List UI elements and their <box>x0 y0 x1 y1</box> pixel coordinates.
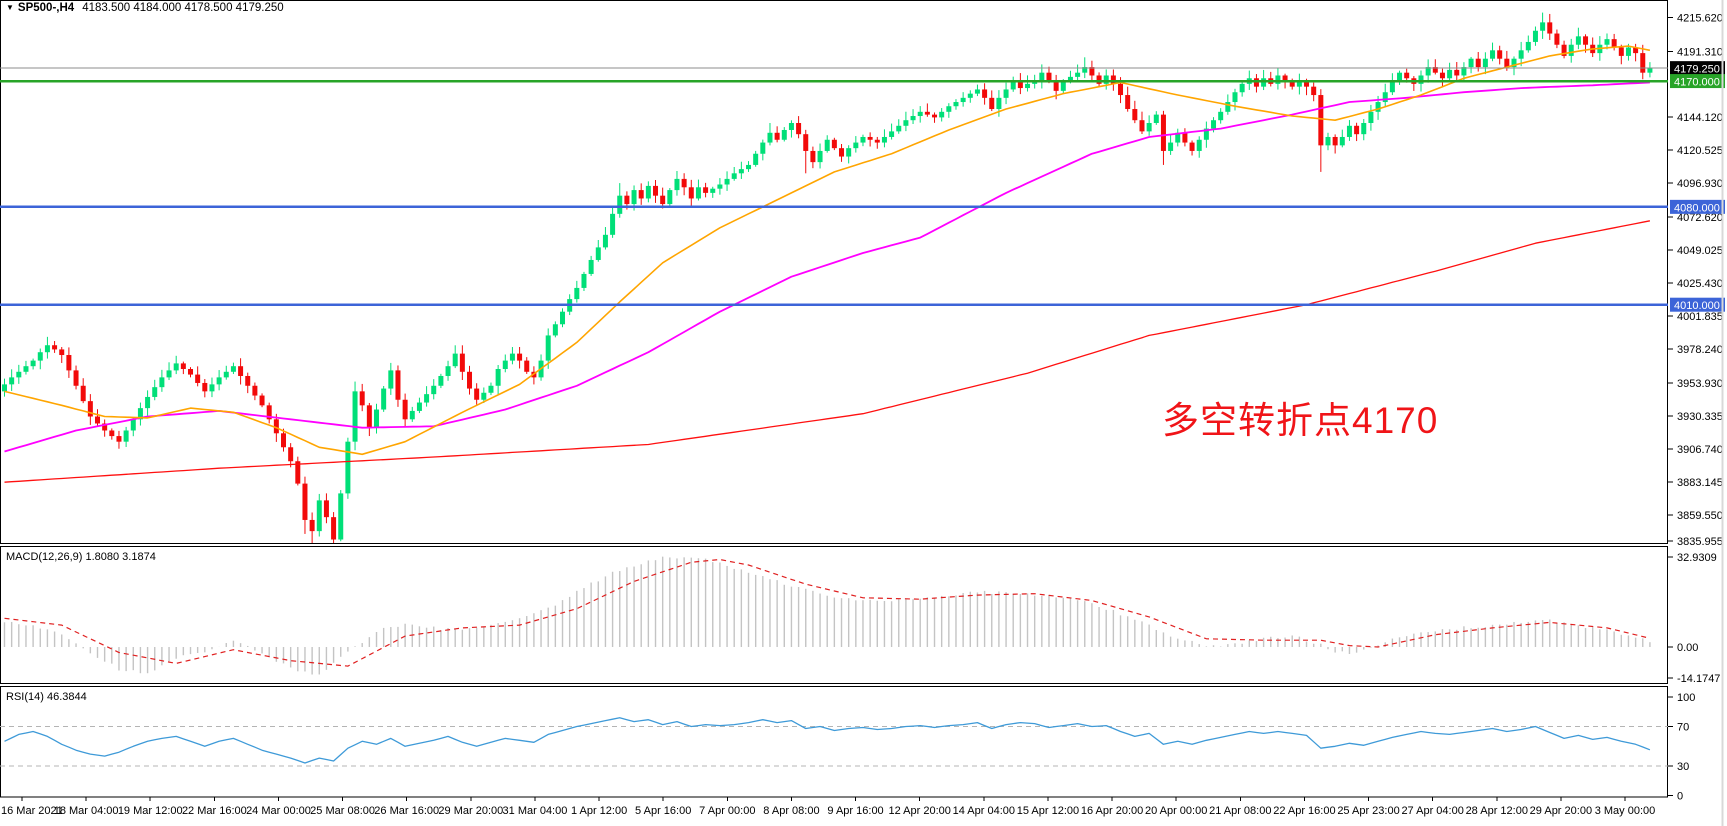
time-axis-label: 22 Apr 16:00 <box>1273 805 1335 817</box>
price-tag-label: 4170.000 <box>1674 77 1720 89</box>
price-axis-label: 4191.310 <box>1677 46 1723 58</box>
main-pane-frame[interactable] <box>0 0 1668 544</box>
time-axis-label: 25 Apr 23:00 <box>1337 805 1399 817</box>
time-axis-label: 3 May 00:00 <box>1595 805 1656 817</box>
time-axis-label: 14 Apr 04:00 <box>953 805 1015 817</box>
time-axis-label: 22 Mar 16:00 <box>182 805 247 817</box>
price-tag-4170.000 <box>1670 74 1725 89</box>
time-axis-label: 26 Mar 16:00 <box>374 805 439 817</box>
time-axis-label: 28 Apr 12:00 <box>1466 805 1528 817</box>
time-axis-label: 5 Apr 16:00 <box>635 805 691 817</box>
time-axis-label: 16 Apr 20:00 <box>1081 805 1143 817</box>
price-axis-label: 4049.025 <box>1677 245 1723 257</box>
rsi-indicator-label: RSI(14) 46.3844 <box>6 691 87 703</box>
price-tag-label: 4080.000 <box>1674 202 1720 214</box>
ohlc-readout: 4183.500 4184.000 4178.500 4179.250 <box>82 2 284 14</box>
price-axis-label: 4072.620 <box>1677 212 1723 224</box>
rsi-pane-frame[interactable] <box>0 686 1668 798</box>
price-tag-4010.000 <box>1670 297 1725 312</box>
macd-plot <box>3 556 1651 675</box>
price-axis-label: 3859.550 <box>1677 510 1723 522</box>
price-axis[interactable]: 4215.620 4191.310 4144.120 4120.525 4096.930… <box>1668 12 1725 803</box>
time-axis-label: 20 Apr 00:00 <box>1145 805 1207 817</box>
time-axis-label: 7 Apr 00:00 <box>699 805 755 817</box>
price-tag-4080.000 <box>1670 199 1725 214</box>
time-axis-label: 8 Apr 08:00 <box>763 805 819 817</box>
macd-axis-label: 0.00 <box>1677 642 1698 654</box>
time-axis-label: 1 Apr 12:00 <box>571 805 627 817</box>
collapse-indicator-icon[interactable]: ▼ <box>6 3 14 12</box>
time-axis-label: 15 Apr 12:00 <box>1017 805 1079 817</box>
time-axis-label: 19 Mar 12:00 <box>118 805 183 817</box>
time-axis-label: 12 Apr 20:00 <box>888 805 950 817</box>
ma-mid-magenta[interactable] <box>4 81 1650 453</box>
price-tag-label: 4010.000 <box>1674 300 1720 312</box>
price-axis-label: 4215.620 <box>1677 12 1723 24</box>
price-axis-label: 3906.740 <box>1677 444 1723 456</box>
price-axis-label: 3930.335 <box>1677 411 1723 423</box>
time-axis-label: 31 Mar 04:00 <box>503 805 568 817</box>
rsi-axis-label: 100 <box>1677 692 1695 704</box>
time-axis-label: 21 Apr 08:00 <box>1209 805 1271 817</box>
macd-pane-frame[interactable] <box>0 546 1668 684</box>
macd-indicator-label: MACD(12,26,9) 1.8080 3.1874 <box>6 551 156 563</box>
rsi-axis-label: 70 <box>1677 722 1689 734</box>
price-axis-label: 4120.525 <box>1677 145 1723 157</box>
time-axis-label: 27 Apr 04:00 <box>1401 805 1463 817</box>
horizontal-lines <box>0 67 1668 306</box>
time-axis-label: 18 Mar 04:00 <box>54 805 119 817</box>
price-tag-label: 4179.250 <box>1674 64 1720 76</box>
moving-averages <box>4 45 1651 483</box>
price-axis-label: 3978.240 <box>1677 344 1723 356</box>
price-axis-label: 3883.145 <box>1677 477 1723 489</box>
time-axis-label: 29 Mar 20:00 <box>438 805 503 817</box>
candles <box>2 12 1653 543</box>
price-axis-label: 3835.955 <box>1677 536 1723 548</box>
time-axis-label: 9 Apr 16:00 <box>827 805 883 817</box>
time-axis-label: 25 Mar 08:00 <box>310 805 375 817</box>
ma-fast-orange[interactable] <box>4 45 1651 456</box>
rsi-axis-label: 30 <box>1677 761 1689 773</box>
rsi-axis-label: 0 <box>1677 791 1683 803</box>
rsi-plot <box>0 717 1668 767</box>
price-axis-label: 3953.930 <box>1677 378 1723 390</box>
macd-signal-line[interactable] <box>4 558 1651 667</box>
time-axis-label: 24 Mar 00:00 <box>246 805 311 817</box>
price-tag-4179.250 <box>1670 61 1725 76</box>
rsi-line[interactable] <box>4 717 1651 764</box>
price-axis-label: 4144.120 <box>1677 112 1723 124</box>
price-axis-label: 4096.930 <box>1677 178 1723 190</box>
symbol-header: ▼ SP500-,H4 4183.500 4184.000 4178.500 417… <box>6 2 284 14</box>
time-axis-label: 29 Apr 20:00 <box>1530 805 1592 817</box>
macd-axis-label: -14.1747 <box>1677 673 1720 685</box>
time-axis-label: 16 Mar 2021 <box>1 805 63 817</box>
symbol-name: SP500-,H4 <box>17 2 75 14</box>
ma-slow-red[interactable] <box>4 220 1651 483</box>
price-axis-label: 4001.835 <box>1677 311 1723 323</box>
chart-text-annotation[interactable]: 多空转折点4170 <box>1162 400 1439 441</box>
price-axis-label: 4025.430 <box>1677 278 1723 290</box>
macd-axis-label: 32.9309 <box>1677 552 1717 564</box>
